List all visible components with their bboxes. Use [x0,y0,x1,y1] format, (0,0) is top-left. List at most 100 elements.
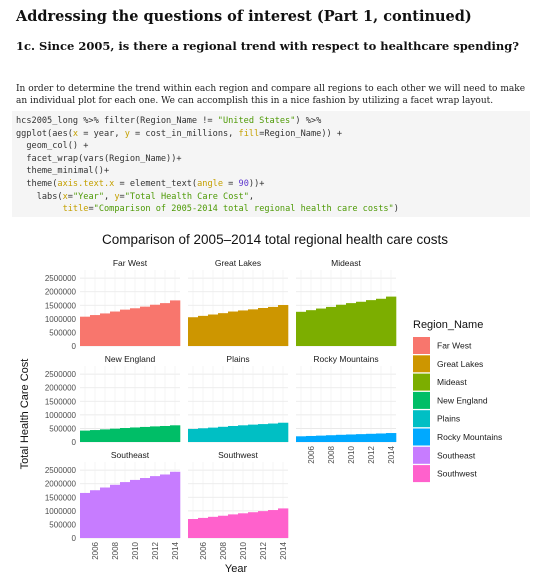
x-tick-label: 2014 [279,541,288,559]
question-heading: 1c. Since 2005, is there a regional tren… [16,39,519,53]
facet-strip-label: Rocky Mountains [313,354,378,364]
bar [278,422,289,442]
x-tick-label: 2008 [219,541,228,559]
bar [336,304,347,346]
legend-label: Plains [437,414,460,424]
x-tick-label: 2006 [199,541,208,559]
y-tick-label: 1000000 [45,315,77,324]
facet-strip-label: Plains [226,354,249,364]
x-tick-label: 2010 [131,541,140,559]
y-axis-title: Total Health Care Cost [19,359,31,470]
y-tick-label: 2000000 [45,480,77,489]
y-tick-label: 0 [72,438,77,447]
code-line: theme(axis.text.x = element_text(angle =… [16,178,265,189]
bar [268,306,279,346]
facet-strip-label: Mideast [331,258,361,268]
y-tick-label: 1500000 [45,301,77,310]
legend-swatch [413,391,430,409]
bar [218,313,229,346]
bar [130,427,141,442]
x-tick-label: 2012 [151,541,160,559]
y-tick-label: 500000 [49,328,76,337]
legend-swatch [413,337,430,354]
y-tick-label: 2500000 [45,466,77,475]
bar [228,514,239,538]
bar [170,425,181,442]
bar [296,311,307,346]
legend-title: Region_Name [413,319,483,331]
bar [120,428,131,442]
code-line: labs(x="Year", y="Total Health Care Cost… [16,191,255,202]
bar [150,476,161,538]
facet-strip-label: New England [105,354,156,364]
bar [218,426,229,442]
legend-swatch [413,428,430,446]
bar [386,433,397,442]
bar [140,426,151,442]
bar [188,317,199,346]
code-line: geom_col() + [16,141,89,152]
code-line: title="Comparison of 2005-2014 total reg… [62,204,399,215]
bar [238,425,249,442]
bar [306,310,317,346]
bar [90,490,101,538]
bar [198,517,209,538]
x-tick-label: 2006 [91,541,100,559]
bar [296,436,307,442]
bar [238,310,249,346]
bar [170,300,181,346]
legend-swatch [413,446,430,464]
bar [228,425,239,442]
legend-swatch [413,465,430,483]
bar [376,433,387,442]
y-tick-label: 2000000 [45,288,77,297]
x-tick-label: 2006 [307,445,316,463]
bar [326,435,337,442]
bar [110,428,121,442]
bar [238,513,249,538]
x-tick-label: 2014 [171,541,180,559]
bar [160,474,171,538]
bar [150,304,161,346]
code-line: ggplot(aes(x = year, y = cost_in_million… [16,128,343,139]
legend-label: Far West [437,341,472,351]
bar [208,516,219,538]
intro-paragraph: In order to determine the trend within e… [16,84,526,106]
bar [248,424,259,442]
bar [160,425,171,442]
bar [248,512,259,538]
bar [120,309,131,346]
bar [336,434,347,442]
x-tick-label: 2012 [259,541,268,559]
bar [188,428,199,442]
bar [316,308,327,346]
bar [218,515,229,538]
y-tick-label: 2500000 [45,274,77,283]
x-tick-label: 2010 [239,541,248,559]
facet-strip-label: Southeast [111,450,150,460]
bar [110,484,121,538]
bar [80,430,91,442]
y-tick-label: 500000 [49,520,76,529]
bar [366,300,377,346]
y-tick-label: 0 [72,342,77,351]
chart-title: Comparison of 2005–2014 total regional h… [102,232,448,247]
y-tick-label: 1000000 [45,411,77,420]
bar [258,511,269,538]
bar [188,519,199,538]
x-tick-label: 2008 [327,445,336,463]
y-tick-label: 2500000 [45,370,77,379]
bar [120,482,131,538]
y-tick-label: 0 [72,534,77,543]
bar [208,427,219,442]
bar [100,487,111,538]
bar [268,423,279,442]
bar [356,434,367,442]
bar [366,433,377,442]
code-line: theme_minimal()+ [16,166,110,177]
bar [140,478,151,538]
legend-label: New England [437,395,488,405]
bar [278,508,289,538]
bar [198,315,209,346]
